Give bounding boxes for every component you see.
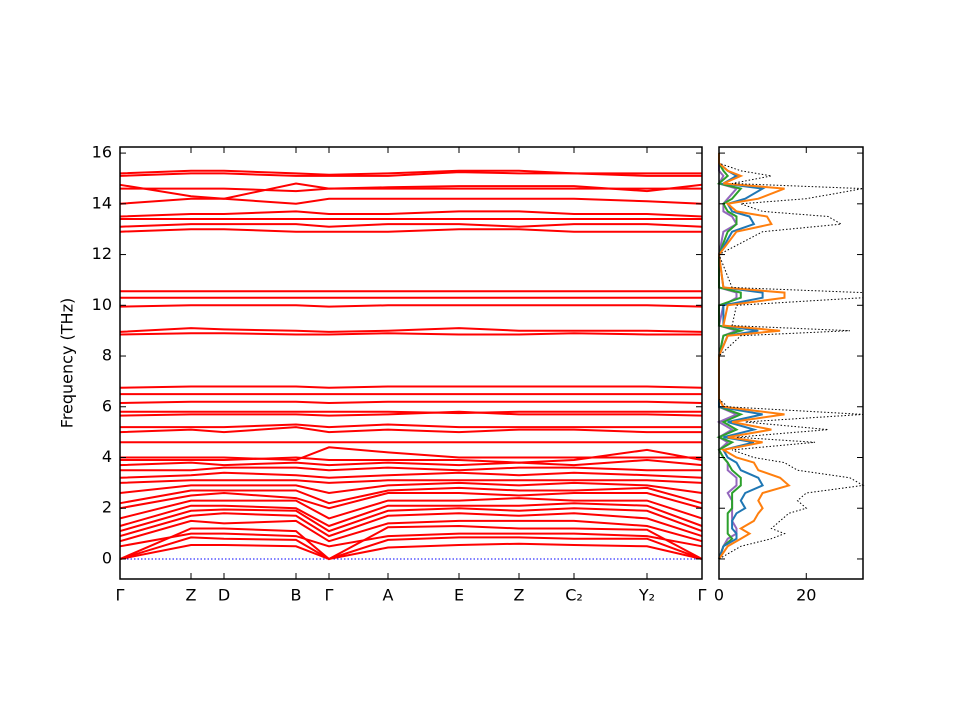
band <box>120 446 702 462</box>
band <box>119 182 703 200</box>
band <box>119 502 703 528</box>
x-tick-label: D <box>218 586 230 605</box>
band <box>120 466 702 472</box>
band <box>119 332 702 336</box>
band <box>119 532 703 548</box>
band <box>119 400 703 405</box>
x-tick-label: B <box>291 586 302 605</box>
band <box>119 512 703 538</box>
band <box>119 385 703 389</box>
x-tick-label: 20 <box>796 586 816 605</box>
band <box>119 491 703 510</box>
band <box>120 410 702 415</box>
x-tick-label: Γ <box>325 586 334 605</box>
x-tick-label: Γ <box>116 586 125 605</box>
band <box>119 536 703 561</box>
band <box>119 327 703 333</box>
band <box>119 524 703 561</box>
x-tick-label: Z <box>514 586 525 605</box>
band <box>119 197 703 205</box>
y-tick-label: 6 <box>102 396 112 415</box>
x-tick-label: 0 <box>714 586 724 605</box>
x-tick-label: A <box>383 586 394 605</box>
band <box>119 304 703 308</box>
band <box>119 210 703 218</box>
y-tick-label: 14 <box>92 193 112 212</box>
x-tick-label: C₂ <box>565 586 583 605</box>
x-tick-label: Y₂ <box>638 586 655 605</box>
y-tick-label: 12 <box>92 244 112 263</box>
x-tick-label: Γ <box>698 586 707 605</box>
band <box>120 423 702 429</box>
y-axis-label: Frequency (THz) <box>58 298 77 428</box>
band <box>120 448 703 464</box>
band <box>119 507 703 533</box>
band <box>119 228 702 233</box>
band <box>119 458 703 467</box>
band <box>119 223 703 228</box>
band <box>119 169 702 176</box>
band <box>119 486 703 505</box>
y-tick-label: 4 <box>102 447 112 466</box>
x-tick-label: Z <box>186 586 197 605</box>
plot-frame <box>718 146 864 580</box>
y-tick-label: 8 <box>102 346 112 365</box>
band <box>119 410 703 417</box>
y-tick-label: 16 <box>92 143 112 162</box>
band <box>119 497 703 520</box>
y-tick-label: 10 <box>92 295 112 314</box>
y-tick-label: 2 <box>102 498 112 517</box>
band <box>119 471 703 479</box>
band <box>119 519 703 543</box>
band <box>119 481 703 495</box>
band <box>119 479 703 484</box>
band <box>119 542 703 561</box>
y-tick-label: 0 <box>102 548 112 567</box>
plot-frame <box>119 146 703 580</box>
band <box>119 426 702 434</box>
x-tick-label: E <box>454 586 464 605</box>
